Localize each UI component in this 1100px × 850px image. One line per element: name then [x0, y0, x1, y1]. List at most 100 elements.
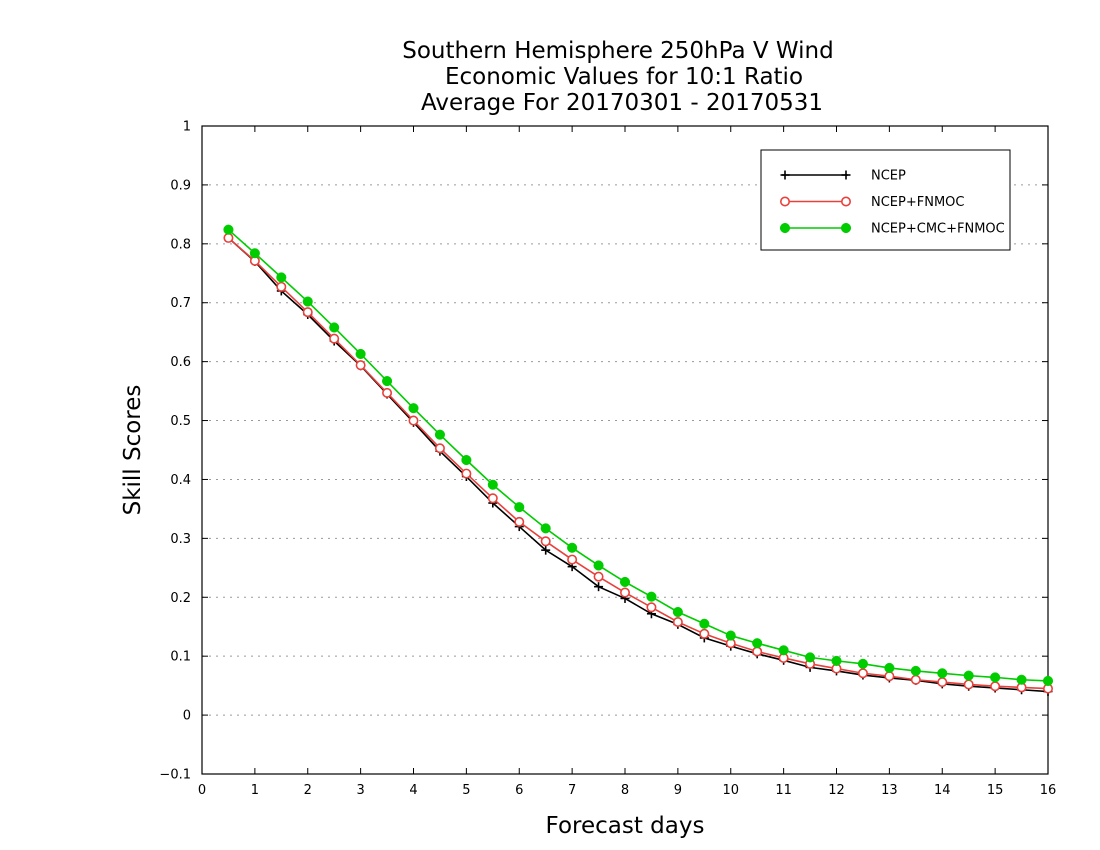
- data-point: [223, 224, 234, 235]
- data-point: [382, 376, 393, 387]
- data-point: [699, 628, 710, 639]
- series-ncep: [223, 233, 1053, 697]
- x-tick-label: 6: [515, 783, 523, 798]
- data-point: [778, 645, 789, 656]
- series-line: [227, 229, 1049, 682]
- data-point: [276, 281, 287, 292]
- legend-label: NCEP: [871, 169, 906, 184]
- x-tick-label: 1: [251, 783, 259, 798]
- x-tick-label: 3: [356, 783, 364, 798]
- x-tick-label: 8: [621, 783, 629, 798]
- data-point: [672, 617, 683, 628]
- y-tick-label: 0.7: [170, 296, 191, 311]
- data-point: [461, 454, 472, 466]
- y-tick-label: 0.9: [170, 178, 191, 193]
- data-point: [514, 516, 525, 527]
- data-point: [831, 655, 842, 666]
- data-point: [355, 360, 366, 371]
- y-tick-label: 1: [183, 120, 191, 135]
- data-point: [567, 542, 578, 553]
- data-point: [910, 665, 921, 676]
- y-tick-label: −0.1: [159, 768, 191, 783]
- series-ncep-cmc-fnmoc: [223, 224, 1054, 686]
- data-point: [725, 630, 736, 641]
- x-axis: 0 1 2 3 4 5 6 7 8 9 10 11 12 13 14 15 16: [198, 126, 1056, 798]
- data-point: [434, 443, 445, 454]
- data-point: [594, 582, 604, 592]
- x-tick-label: 14: [934, 783, 951, 798]
- title-line-1: Southern Hemisphere 250hPa V Wind: [402, 38, 833, 64]
- data-point: [646, 591, 657, 602]
- legend-marker: [779, 222, 791, 234]
- data-point: [937, 668, 948, 679]
- legend-marker: [841, 170, 851, 180]
- y-tick-label: 0.4: [170, 473, 191, 488]
- title-line-2: Economic Values for 10:1 Ratio: [445, 64, 803, 90]
- data-point: [619, 576, 631, 588]
- y-tick-label: 0.6: [170, 355, 191, 370]
- x-tick-label: 0: [198, 783, 206, 798]
- y-tick-label: 0.5: [170, 414, 191, 429]
- x-axis-label: Forecast days: [546, 813, 705, 839]
- data-point: [672, 606, 683, 618]
- data-point: [884, 671, 895, 682]
- legend-marker: [840, 222, 852, 234]
- data-point: [857, 658, 868, 669]
- y-tick-label: 0: [183, 709, 191, 724]
- data-point: [884, 662, 895, 674]
- data-point: [434, 429, 445, 440]
- data-point: [1016, 674, 1027, 685]
- y-tick-label: 0.2: [170, 591, 191, 606]
- data-point: [276, 272, 287, 283]
- x-tick-label: 10: [722, 783, 739, 798]
- title-line-3: Average For 20170301 - 20170531: [421, 90, 823, 116]
- y-tick-label: 0.3: [170, 532, 191, 547]
- data-point: [461, 468, 472, 479]
- legend-item: NCEP: [780, 169, 906, 184]
- data-point: [382, 387, 393, 398]
- data-point: [963, 679, 974, 690]
- data-point: [223, 232, 234, 243]
- data-point: [408, 403, 419, 414]
- data-point: [593, 571, 604, 582]
- legend-item: NCEP+CMC+FNMOC: [779, 222, 1005, 237]
- chart-title: Southern Hemisphere 250hPa V Wind Econom…: [402, 38, 833, 116]
- data-point: [593, 560, 604, 571]
- data-point: [302, 307, 313, 318]
- y-axis: −0.1 0 0.1 0.2 0.3 0.4 0.5 0.6 0.7 0.8 0.9 1: [159, 120, 1048, 783]
- x-tick-label: 16: [1040, 783, 1057, 798]
- data-point: [857, 668, 868, 679]
- data-point: [540, 536, 551, 547]
- legend-marker: [780, 170, 790, 180]
- data-point: [329, 333, 340, 344]
- y-tick-label: 0.8: [170, 237, 191, 252]
- series-line: [227, 237, 1049, 693]
- data-point: [699, 618, 710, 629]
- x-tick-label: 13: [881, 783, 898, 798]
- legend-marker: [840, 196, 851, 207]
- x-tick-label: 12: [828, 783, 845, 798]
- grid: [202, 184, 1048, 716]
- series-ncep-fnmoc: [223, 232, 1054, 694]
- data-point: [487, 493, 498, 504]
- data-point: [990, 672, 1001, 683]
- data-point: [1042, 675, 1054, 686]
- data-point: [752, 638, 763, 649]
- data-point: [249, 248, 260, 259]
- data-point: [937, 677, 948, 688]
- series-line: [227, 237, 1049, 690]
- data-point: [540, 523, 551, 534]
- legend-marker: [779, 196, 790, 207]
- data-point: [355, 348, 366, 360]
- legend-item: NCEP+FNMOC: [779, 195, 964, 210]
- data-point: [619, 587, 630, 598]
- legend-label: NCEP+FNMOC: [871, 195, 964, 210]
- data-point: [646, 602, 657, 613]
- data-point: [408, 415, 419, 426]
- y-axis-label: Skill Scores: [120, 385, 146, 516]
- data-point: [910, 674, 921, 685]
- x-tick-label: 15: [987, 783, 1004, 798]
- data-point: [302, 296, 313, 307]
- x-tick-label: 11: [775, 783, 792, 798]
